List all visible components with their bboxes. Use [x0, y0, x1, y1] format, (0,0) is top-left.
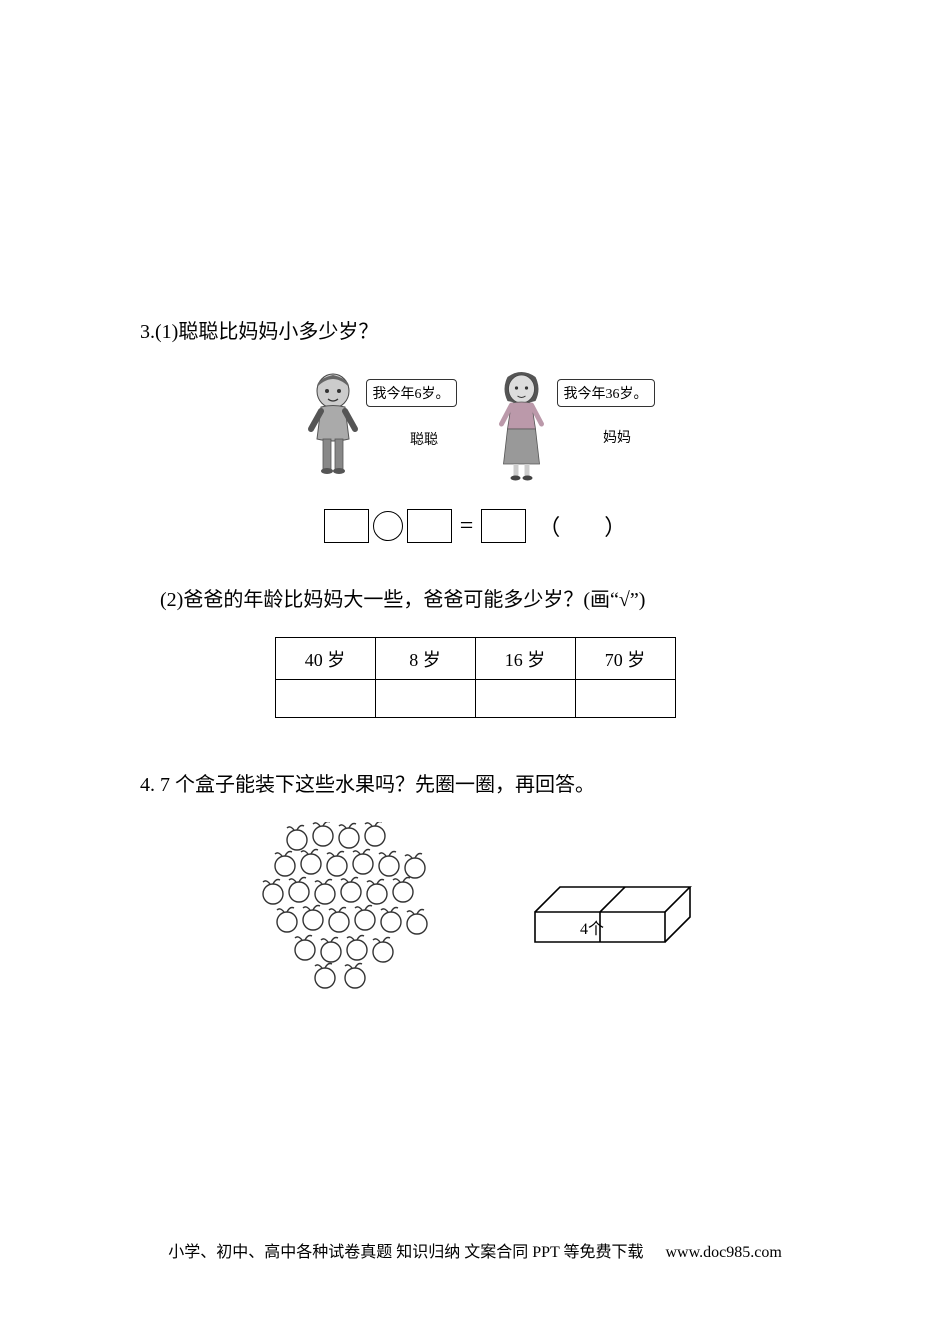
- page-content: 3.(1)聪聪比妈妈小多少岁？ 我今年6岁。 聪聪: [140, 315, 810, 992]
- box-figure: 4个: [525, 857, 695, 957]
- eq-blank-result[interactable]: [481, 509, 526, 543]
- q3-part2-text: (2)爸爸的年龄比妈妈大一些，爸爸可能多少岁？(画“√”): [160, 583, 810, 612]
- mom-name-label: 妈妈: [585, 427, 650, 447]
- q4-figures: 4个: [140, 822, 810, 992]
- boy-block: 我今年6岁。 聪聪: [301, 369, 457, 489]
- page-footer: 小学、初中、高中各种试卷真题 知识归纳 文案合同 PPT 等免费下载 www.d…: [0, 1238, 950, 1262]
- box-capacity-label: 4个: [580, 920, 604, 938]
- q4-text: 4. 7 个盒子能装下这些水果吗？先圈一圈，再回答。: [140, 768, 810, 797]
- q3-part1-text: 3.(1)聪聪比妈妈小多少岁？: [140, 315, 810, 344]
- equation-line: = （ ）: [140, 509, 810, 543]
- footer-text: 小学、初中、高中各种试卷真题 知识归纳 文案合同 PPT 等免费下载: [168, 1244, 643, 1261]
- age-answer-3[interactable]: [575, 680, 675, 718]
- age-answer-0[interactable]: [275, 680, 375, 718]
- mom-speech: 我今年36岁。: [557, 379, 655, 407]
- age-answer-1[interactable]: [375, 680, 475, 718]
- q3-figure-area: 我今年6岁。 聪聪 我今年36岁。: [140, 369, 810, 489]
- table-row: [275, 680, 675, 718]
- mom-block: 我今年36岁。 妈妈: [487, 369, 650, 489]
- apples-figure: [255, 822, 455, 992]
- mom-figure: [487, 369, 557, 489]
- age-options-table: 40 岁 8 岁 16 岁 70 岁: [275, 637, 676, 718]
- boy-speech: 我今年6岁。: [366, 379, 457, 407]
- age-answer-2[interactable]: [475, 680, 575, 718]
- eq-equals-sign: =: [456, 513, 478, 540]
- boy-figure: [301, 369, 366, 489]
- boy-name-label: 聪聪: [392, 429, 457, 449]
- age-option-2: 16 岁: [475, 638, 575, 680]
- footer-url: www.doc985.com: [666, 1244, 782, 1261]
- age-option-0: 40 岁: [275, 638, 375, 680]
- eq-blank-1[interactable]: [324, 509, 369, 543]
- eq-blank-2[interactable]: [407, 509, 452, 543]
- eq-operator-blank[interactable]: [373, 511, 403, 541]
- age-option-3: 70 岁: [575, 638, 675, 680]
- table-row: 40 岁 8 岁 16 岁 70 岁: [275, 638, 675, 680]
- eq-unit-paren[interactable]: （ ）: [530, 510, 626, 542]
- age-option-1: 8 岁: [375, 638, 475, 680]
